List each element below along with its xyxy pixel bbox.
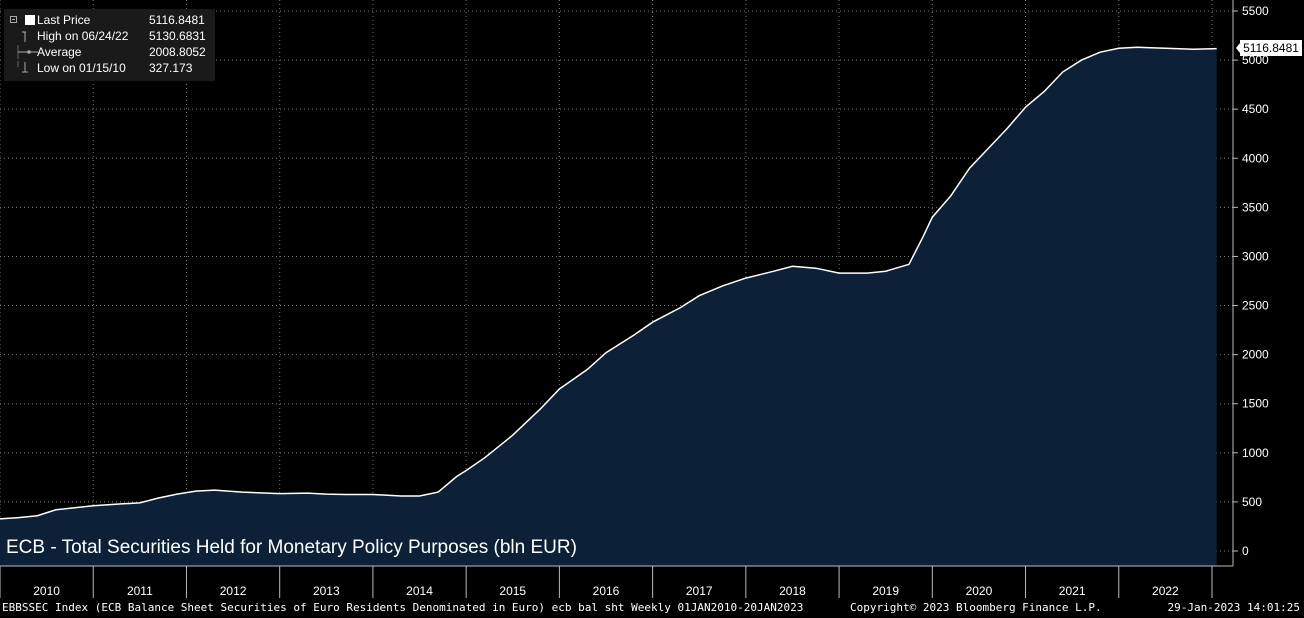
x-tick-label: 2018	[779, 584, 806, 598]
footer-timestamp: 29-Jan-2023 14:01:25	[1167, 601, 1300, 614]
x-tick-label: 2012	[220, 584, 247, 598]
x-tick-label: 2021	[1059, 584, 1086, 598]
y-tick-label: 5000	[1242, 53, 1269, 67]
last-value-box	[1240, 40, 1302, 56]
legend-label: Average	[37, 45, 82, 59]
collapse-icon[interactable]	[10, 13, 22, 27]
legend-value: 327.173	[149, 61, 193, 75]
footer-copyright: Copyright© 2023 Bloomberg Finance L.P.	[850, 601, 1102, 614]
legend-value: 5116.8481	[149, 13, 205, 27]
series-line	[0, 46, 1217, 520]
y-tick-label: 1000	[1242, 446, 1269, 460]
x-tick-label: 2016	[593, 584, 620, 598]
y-tick-label: 0	[1242, 544, 1249, 558]
last-value-callout: 5116.8481	[1236, 40, 1302, 56]
legend-item-high: High on 06/24/22 5130.6831	[4, 28, 215, 44]
x-tick-label: 2015	[499, 584, 526, 598]
average-marker-icon	[10, 45, 38, 59]
last-value-label: 5116.8481	[1243, 41, 1299, 55]
high-marker-icon	[10, 29, 28, 43]
x-tick-label: 2017	[686, 584, 713, 598]
chart-title: ECB - Total Securities Held for Monetary…	[6, 537, 577, 558]
y-tick-label: 4000	[1242, 151, 1269, 165]
y-tick-label: 1500	[1242, 397, 1269, 411]
last-value-pointer	[1236, 43, 1240, 53]
footer-ticker-description: EBBSSEC Index (ECB Balance Sheet Securit…	[2, 601, 804, 614]
legend-box: Last Price 5116.8481 High on 06/24/22 51…	[4, 9, 215, 81]
legend-label: Last Price	[37, 13, 91, 27]
legend-item-last-price: Last Price 5116.8481	[4, 12, 215, 28]
x-tick-label: 2022	[1152, 584, 1179, 598]
y-tick-label: 500	[1242, 495, 1262, 509]
legend-label: High on 06/24/22	[37, 29, 129, 43]
legend-item-low: Low on 01/15/10 327.173	[4, 60, 215, 76]
last-price-swatch	[25, 15, 35, 25]
x-tick-label: 2011	[127, 584, 153, 598]
x-axis: 2010 2011 2012 2013 2014 2015 2016 2017 2018 2019…	[0, 566, 1213, 598]
y-tick-label: 2000	[1242, 348, 1269, 362]
legend-label: Low on 01/15/10	[37, 61, 126, 75]
y-tick-label: 4500	[1242, 102, 1269, 116]
x-tick-label: 2013	[313, 584, 340, 598]
y-tick-label: 5500	[1242, 4, 1269, 18]
legend-value: 5130.6831	[149, 29, 206, 43]
y-tick-label: 2500	[1242, 299, 1269, 313]
series-area	[0, 47, 1217, 567]
legend-value: 2008.8052	[149, 45, 206, 59]
y-tick-label: 3000	[1242, 249, 1269, 263]
low-marker-icon	[10, 61, 28, 75]
legend-item-average: Average 2008.8052	[4, 44, 215, 60]
x-tick-label: 2019	[872, 584, 899, 598]
y-tick-label: 3500	[1242, 200, 1269, 214]
x-tick-label: 2010	[33, 584, 60, 598]
y-axis: 0 500 1000 1500 2000 2500 3000 3500 4000 4500 5000…	[1233, 4, 1269, 558]
x-tick-label: 2014	[406, 584, 433, 598]
x-tick-label: 2020	[966, 584, 993, 598]
